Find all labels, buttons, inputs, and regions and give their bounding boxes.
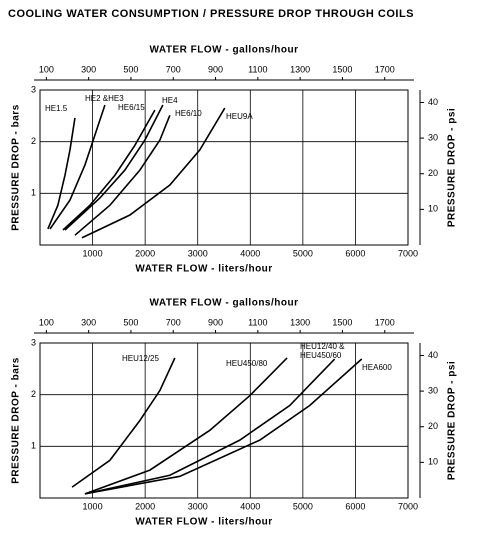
x2-tick-label: 500 <box>123 317 138 327</box>
x2-tick-label: 700 <box>166 317 181 327</box>
series-line <box>47 117 76 230</box>
y2-tick-label: 40 <box>428 350 438 360</box>
x-tick-label: 7000 <box>398 248 418 258</box>
x-tick-label: 5000 <box>293 501 313 511</box>
x-tick-label: 2000 <box>135 248 155 258</box>
series-label: HE4 <box>162 96 178 105</box>
x-tick-label: 6000 <box>345 248 365 258</box>
y2-tick-label: 40 <box>428 97 438 107</box>
series-label: HE6/15 <box>118 103 145 112</box>
y-tick-label: 2 <box>31 389 36 399</box>
plot-frame <box>39 89 409 246</box>
x2-axis-title: WATER FLOW - gallons/hour <box>150 298 299 309</box>
series-label: HE2 &HE3 <box>85 94 124 103</box>
series-line <box>64 104 164 231</box>
x-tick-label: 4000 <box>240 248 260 258</box>
series-line <box>84 358 363 495</box>
x2-tick-label: 1100 <box>248 64 267 74</box>
y2-axis-title: PRESSURE DROP - psi <box>447 108 458 227</box>
x2-tick-label: 100 <box>39 317 54 327</box>
y-tick-label: 1 <box>31 441 36 451</box>
y2-tick-label: 10 <box>428 457 438 467</box>
series-label: HEU12/40 & HEU450/60 <box>300 342 345 360</box>
x-tick-label: 4000 <box>240 501 260 511</box>
series-label: HEU12/25 <box>122 354 159 363</box>
x2-tick-label: 100 <box>39 64 54 74</box>
series-label: HEU450/80 <box>226 359 268 368</box>
x-axis-title: WATER FLOW - liters/hour <box>135 517 272 528</box>
y2-tick-label: 20 <box>428 421 438 431</box>
x2-tick-label: 500 <box>123 64 138 74</box>
x2-tick-label: 300 <box>81 64 96 74</box>
x-tick-label: 1000 <box>83 501 103 511</box>
y-axis-title: PRESSURE DROP - bars <box>11 357 22 484</box>
y-tick-label: 2 <box>31 136 36 146</box>
x2-tick-label: 1500 <box>332 64 352 74</box>
x-tick-label: 6000 <box>345 501 365 511</box>
y-axis-title: PRESSURE DROP - bars <box>11 104 22 231</box>
series-label: HE1.5 <box>45 104 68 113</box>
series-line <box>71 357 176 488</box>
x2-tick-label: 300 <box>81 317 96 327</box>
series-label: HE6/10 <box>175 109 202 118</box>
y2-axis-title: PRESSURE DROP - psi <box>447 361 458 480</box>
x-tick-label: 5000 <box>293 248 313 258</box>
x2-tick-label: 900 <box>208 317 223 327</box>
x-tick-label: 3000 <box>188 501 208 511</box>
y2-tick-label: 20 <box>428 168 438 178</box>
x2-tick-label: 1300 <box>290 64 310 74</box>
x-tick-label: 7000 <box>398 501 418 511</box>
series-line <box>81 107 226 239</box>
x2-axis-title: WATER FLOW - gallons/hour <box>150 45 299 56</box>
x-tick-label: 2000 <box>135 501 155 511</box>
x-tick-label: 3000 <box>188 248 208 258</box>
series-line <box>84 358 336 495</box>
x-axis-title: WATER FLOW - liters/hour <box>135 264 272 275</box>
x2-tick-label: 1100 <box>248 317 267 327</box>
y2-tick-label: 30 <box>428 132 438 142</box>
x-tick-label: 1000 <box>83 248 103 258</box>
x2-tick-label: 1700 <box>375 317 395 327</box>
series-label: HEA600 <box>362 363 392 372</box>
y-tick-label: 3 <box>31 84 36 94</box>
series-line <box>74 115 171 236</box>
series-label: HEU9A <box>226 112 253 121</box>
series-line <box>62 109 156 231</box>
chart-title: COOLING WATER CONSUMPTION / PRESSURE DRO… <box>8 8 414 20</box>
y-tick-label: 3 <box>31 337 36 347</box>
series-line <box>49 104 106 230</box>
y-tick-label: 1 <box>31 188 36 198</box>
series-line <box>84 357 288 495</box>
y2-tick-label: 30 <box>428 385 438 395</box>
y2-tick-label: 10 <box>428 204 438 214</box>
x2-tick-label: 700 <box>166 64 181 74</box>
x2-tick-label: 1700 <box>375 64 395 74</box>
x2-tick-label: 900 <box>208 64 223 74</box>
x2-tick-label: 1500 <box>332 317 352 327</box>
x2-tick-label: 1300 <box>290 317 310 327</box>
